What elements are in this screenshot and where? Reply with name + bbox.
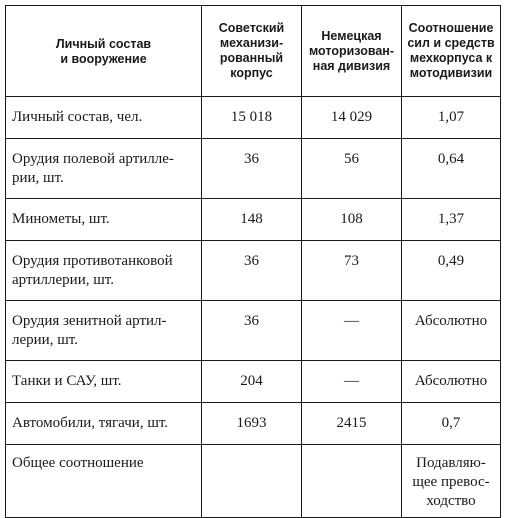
soviet-value: 148 [201, 198, 302, 241]
soviet-value: 1693 [201, 402, 302, 445]
ratio-value: Абсолютно [401, 300, 501, 361]
row-label: Минометы, шт. [5, 198, 202, 241]
soviet-value: 36 [201, 138, 302, 199]
german-value: 14 029 [301, 96, 402, 139]
ratio-value: 0,64 [401, 138, 501, 199]
row-label: Орудия противотанковой артиллерии, шт. [5, 240, 202, 301]
forces-ratio-table: Личный состав и вооружение Советский мех… [5, 5, 501, 518]
german-value: 56 [301, 138, 402, 199]
ratio-value: 0,49 [401, 240, 501, 301]
table-row: Минометы, шт. 148 108 1,37 [5, 198, 501, 241]
document-page: Личный состав и вооружение Советский мех… [5, 5, 501, 518]
soviet-value [201, 444, 302, 518]
ratio-value: Абсолютно [401, 360, 501, 403]
ratio-value: 1,07 [401, 96, 501, 139]
row-label: Личный состав, чел. [5, 96, 202, 139]
german-value: 73 [301, 240, 402, 301]
soviet-value: 204 [201, 360, 302, 403]
table-row: Танки и САУ, шт. 204 — Абсолютно [5, 360, 501, 403]
row-label: Орудия зенитной артил- лерии, шт. [5, 300, 202, 361]
table-row: Орудия противотанковой артиллерии, шт. 3… [5, 240, 501, 301]
table-header-row: Личный состав и вооружение Советский мех… [5, 5, 501, 97]
row-label: Орудия полевой артилле- рии, шт. [5, 138, 202, 199]
ratio-value: 0,7 [401, 402, 501, 445]
ratio-value: 1,37 [401, 198, 501, 241]
soviet-value: 15 018 [201, 96, 302, 139]
soviet-value: 36 [201, 300, 302, 361]
table-row: Орудия зенитной артил- лерии, шт. 36 — А… [5, 300, 501, 361]
german-value [301, 444, 402, 518]
header-soviet-mech-corps: Советский механизи- рованный корпус [201, 5, 302, 97]
german-value: 2415 [301, 402, 402, 445]
soviet-value: 36 [201, 240, 302, 301]
row-label: Общее соотношение [5, 444, 202, 518]
german-value: — [301, 360, 402, 403]
german-value: — [301, 300, 402, 361]
table-row: Общее соотношение Подавляю- щее превос- … [5, 444, 501, 518]
header-personnel-and-armament: Личный состав и вооружение [5, 5, 202, 97]
header-ratio: Соотношение сил и средств мехкорпуса к м… [401, 5, 501, 97]
row-label: Танки и САУ, шт. [5, 360, 202, 403]
row-label: Автомобили, тягачи, шт. [5, 402, 202, 445]
header-german-motorized-division: Немецкая моторизован- ная дивизия [301, 5, 402, 97]
table-row: Личный состав, чел. 15 018 14 029 1,07 [5, 96, 501, 139]
german-value: 108 [301, 198, 402, 241]
table-row: Автомобили, тягачи, шт. 1693 2415 0,7 [5, 402, 501, 445]
ratio-value: Подавляю- щее превос- ходство [401, 444, 501, 518]
table-row: Орудия полевой артилле- рии, шт. 36 56 0… [5, 138, 501, 199]
